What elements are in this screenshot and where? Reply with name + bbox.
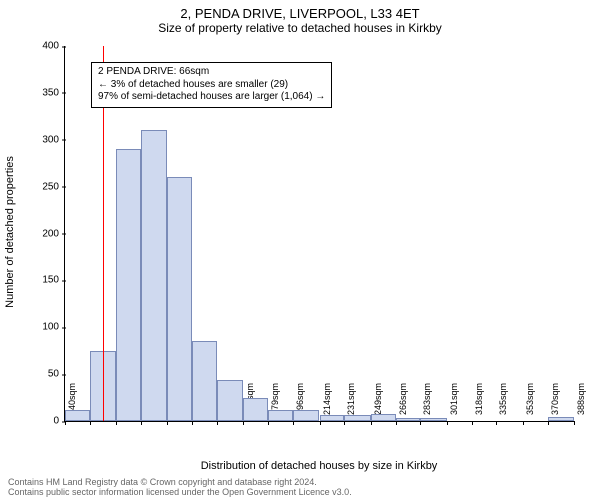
chart-title: 2, PENDA DRIVE, LIVERPOOL, L33 4ET — [0, 0, 600, 21]
x-tick-mark — [371, 421, 372, 425]
x-tick-mark — [574, 421, 575, 425]
annotation-line-1: 2 PENDA DRIVE: 66sqm — [98, 66, 325, 79]
histogram-bar — [167, 177, 192, 421]
histogram-bar — [65, 410, 90, 421]
annotation-line-2: ← 3% of detached houses are smaller (29) — [98, 79, 325, 92]
histogram-bar — [243, 398, 268, 421]
x-tick-mark — [548, 421, 549, 425]
x-tick-label: 335sqm — [498, 383, 508, 423]
x-tick-mark — [396, 421, 397, 425]
x-tick-label: 266sqm — [398, 383, 408, 423]
x-tick-label: 353sqm — [525, 383, 535, 423]
histogram-bar — [293, 410, 319, 421]
histogram-bar — [548, 417, 574, 421]
x-tick-label: 283sqm — [422, 383, 432, 423]
x-tick-mark — [65, 421, 66, 425]
attribution-footer: Contains HM Land Registry data © Crown c… — [8, 478, 352, 498]
y-tick-label: 350 — [19, 87, 65, 98]
x-tick-mark — [141, 421, 142, 425]
footer-line-1: Contains HM Land Registry data © Crown c… — [8, 477, 317, 487]
x-axis-label: Distribution of detached houses by size … — [64, 460, 574, 472]
y-tick-label: 50 — [19, 369, 65, 380]
plot-area: 05010015020025030035040040sqm57sqm75sqm9… — [64, 46, 574, 422]
y-tick-label: 0 — [19, 416, 65, 427]
y-axis-label: Number of detached properties — [4, 142, 16, 322]
y-tick-label: 400 — [19, 41, 65, 52]
histogram-bar — [141, 130, 167, 421]
y-tick-label: 300 — [19, 134, 65, 145]
y-axis-label-wrap: Number of detached properties — [0, 46, 20, 422]
y-tick-label: 250 — [19, 181, 65, 192]
x-tick-mark — [320, 421, 321, 425]
histogram-bar — [420, 418, 446, 421]
x-tick-label: 388sqm — [576, 383, 586, 423]
histogram-bar — [268, 410, 293, 421]
histogram-bar — [344, 415, 370, 421]
annotation-line-3: 97% of semi-detached houses are larger (… — [98, 91, 325, 104]
y-tick-label: 200 — [19, 228, 65, 239]
x-tick-mark — [90, 421, 91, 425]
x-tick-mark — [523, 421, 524, 425]
y-tick-label: 100 — [19, 322, 65, 333]
x-tick-mark — [472, 421, 473, 425]
histogram-bar — [192, 341, 217, 421]
chart-container: 2, PENDA DRIVE, LIVERPOOL, L33 4ET Size … — [0, 0, 600, 500]
x-tick-label: 301sqm — [449, 383, 459, 423]
chart-subtitle: Size of property relative to detached ho… — [0, 21, 600, 37]
y-tick-label: 150 — [19, 275, 65, 286]
footer-line-2: Contains public sector information licen… — [8, 487, 352, 497]
histogram-bar — [371, 414, 396, 422]
histogram-bar — [396, 418, 421, 421]
histogram-bar — [116, 149, 141, 421]
histogram-bar — [217, 380, 243, 421]
x-tick-mark — [217, 421, 218, 425]
x-tick-label: 318sqm — [474, 383, 484, 423]
histogram-bar — [320, 415, 345, 421]
annotation-box: 2 PENDA DRIVE: 66sqm← 3% of detached hou… — [91, 62, 332, 108]
x-tick-mark — [447, 421, 448, 425]
